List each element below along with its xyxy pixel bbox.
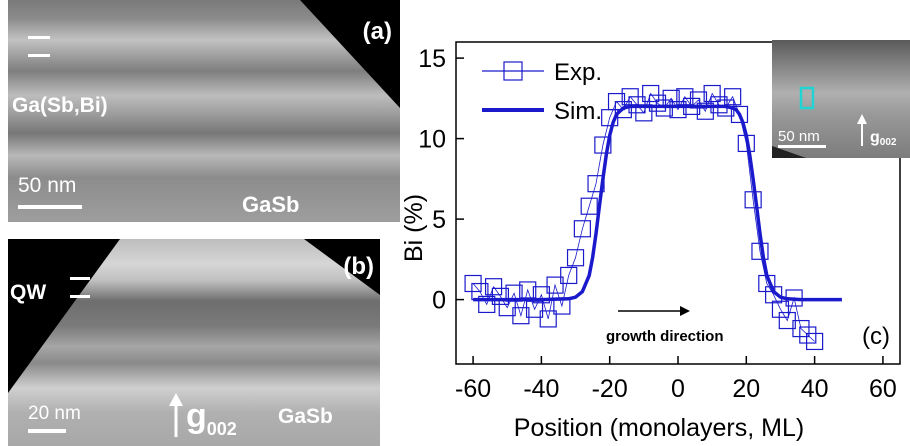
x-tick-label: -40 <box>523 375 559 403</box>
exp-point <box>676 88 694 106</box>
annotation-text: growth direction <box>606 328 724 345</box>
y-tick-label: 0 <box>432 287 446 315</box>
exp-point <box>484 278 503 296</box>
inset-vector-label: g002 <box>870 129 897 148</box>
exp-point <box>751 242 769 260</box>
sample-edge-a <box>300 0 400 108</box>
exp-point <box>635 104 653 122</box>
growth-direction-annotation: growth direction <box>606 306 724 345</box>
exp-point <box>560 266 578 285</box>
qw-marker-top <box>70 277 90 280</box>
x-axis-label: Position (monolayers, ML) <box>514 414 804 442</box>
layer-label: Ga(Sb,Bi) <box>12 94 108 117</box>
legend-exp-marker <box>503 61 523 81</box>
qw-marker-bottom <box>70 295 90 298</box>
exp-point <box>703 84 721 103</box>
x-axis-ticks: -60 -40 -20 0 20 40 60 <box>455 356 897 403</box>
tem-image-b: (b) QW 20 nm g002 GaSb <box>8 239 380 446</box>
x-tick-label: -60 <box>455 375 491 403</box>
exp-point <box>566 249 585 267</box>
arrow-up-icon <box>169 393 183 437</box>
scale-label-b: 20 nm <box>28 403 81 424</box>
scale-label-a: 50 nm <box>18 174 77 197</box>
exp-point <box>806 332 824 351</box>
exp-point <box>655 99 673 117</box>
exp-point <box>648 94 667 112</box>
y-axis-ticks: 0 5 10 15 <box>418 45 464 315</box>
x-tick-label: -20 <box>592 375 628 403</box>
bi-profile-chart: 0 5 10 15 -60 -40 -20 0 20 40 60 50 nm g002 Exp. … <box>400 40 910 442</box>
y-tick-label: 10 <box>418 126 446 154</box>
exp-line <box>472 92 815 342</box>
legend-sim-label: Sim. <box>554 98 602 125</box>
x-tick-label: 40 <box>801 375 829 403</box>
y-tick-label: 5 <box>432 206 446 234</box>
exp-point <box>737 134 755 153</box>
tem-image-a: (a) Ga(Sb,Bi) 50 nm GaSb <box>8 0 400 222</box>
substrate-label-a: GaSb <box>242 192 300 217</box>
panel-label-a: (a) <box>362 18 392 45</box>
scale-bar-b <box>28 429 66 433</box>
tem-image-b-graphic <box>8 239 380 446</box>
exp-point <box>539 310 557 328</box>
legend: Exp. Sim. <box>482 59 602 125</box>
exp-point <box>689 91 708 109</box>
y-axis-label: Bi (%) <box>400 194 428 262</box>
exp-series <box>464 84 824 351</box>
diffraction-vector-label: g002 <box>186 397 237 439</box>
exp-point <box>573 220 591 238</box>
x-tick-label: 60 <box>869 375 897 403</box>
sample-edge-b-left <box>8 239 120 393</box>
exp-point <box>587 175 605 193</box>
exp-point <box>525 300 544 318</box>
exp-point <box>758 274 776 293</box>
y-tick-label: 15 <box>418 45 446 73</box>
panel-label-c: (c) <box>862 323 890 350</box>
exp-point <box>471 282 489 301</box>
substrate-label-b: GaSb <box>278 405 333 428</box>
exp-point <box>505 284 523 302</box>
scale-bar-a <box>18 205 82 209</box>
exp-point <box>792 319 810 338</box>
exp-point <box>519 281 537 299</box>
x-tick-label: 0 <box>671 375 685 403</box>
exp-point <box>771 300 790 318</box>
inset-image: 50 nm g002 <box>772 40 910 158</box>
inset-scale-bar <box>778 145 826 148</box>
exp-point <box>744 191 762 209</box>
tem-image-a-graphic <box>8 0 400 222</box>
exp-point <box>512 307 530 325</box>
exp-point <box>594 136 612 154</box>
exp-point <box>785 289 803 307</box>
inset-region-marker <box>799 86 815 110</box>
exp-point <box>614 101 632 119</box>
exp-point <box>799 326 817 344</box>
exp-point <box>546 276 564 294</box>
sim-line <box>473 104 842 302</box>
exp-point <box>683 97 701 116</box>
exp-point <box>717 99 735 117</box>
exp-point <box>669 101 687 119</box>
exp-point <box>553 297 571 315</box>
panel-label-b: (b) <box>343 253 374 280</box>
exp-point <box>642 84 660 103</box>
legend-exp-label: Exp. <box>554 59 602 86</box>
exp-point <box>730 105 749 124</box>
exp-point <box>580 197 598 215</box>
x-tick-label: 20 <box>732 375 760 403</box>
exp-point <box>724 88 742 106</box>
exp-point <box>491 287 510 305</box>
exp-point <box>696 102 714 120</box>
exp-point <box>765 286 783 304</box>
inset-scale-label: 50 nm <box>778 128 820 145</box>
qw-label: QW <box>10 281 47 304</box>
exp-point <box>662 89 680 107</box>
layer-marker-bottom <box>28 54 50 57</box>
sim-series <box>473 104 842 302</box>
layer-marker-top <box>28 36 50 39</box>
sample-edge-b-right <box>304 239 380 295</box>
exp-point <box>532 286 550 304</box>
